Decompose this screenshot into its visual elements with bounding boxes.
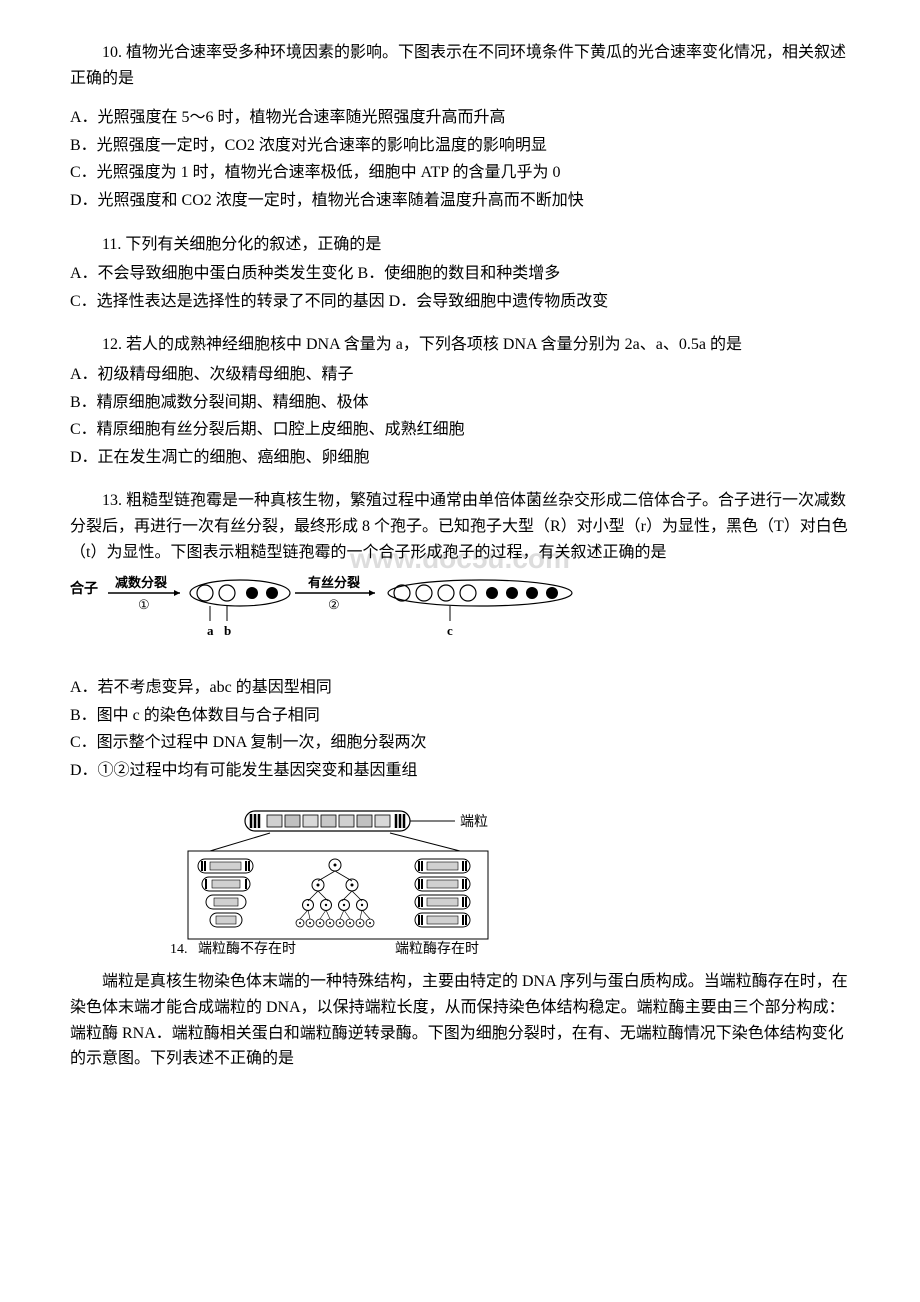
q10-option-a: A．光照强度在 5～6 时，植物光合速率随光照强度升高而升高 bbox=[70, 105, 850, 131]
q10-option-c: C．光照强度为 1 时，植物光合速率极低，细胞中 ATP 的含量几乎为 0 bbox=[70, 160, 850, 186]
q14-text: 端粒是真核生物染色体末端的一种特殊结构，主要由特定的 DNA 序列与蛋白质构成。… bbox=[70, 969, 850, 1071]
q11-option-cd: C．选择性表达是选择性的转录了不同的基因 D．会导致细胞中遗传物质改变 bbox=[70, 289, 850, 315]
q12-option-d: D．正在发生凋亡的细胞、癌细胞、卵细胞 bbox=[70, 445, 850, 471]
question-12: 12. 若人的成熟神经细胞核中 DNA 含量为 a，下列各项核 DNA 含量分别… bbox=[70, 332, 850, 470]
label-a: a bbox=[207, 623, 214, 638]
label-hezi: 合子 bbox=[70, 580, 98, 597]
question-10: 10. 植物光合速率受多种环境因素的影响。下图表示在不同环境条件下黄瓜的光合速率… bbox=[70, 40, 850, 214]
q13-option-b: B．图中 c 的染色体数目与合子相同 bbox=[70, 703, 850, 729]
question-14: 端粒 bbox=[70, 801, 850, 1071]
q13-option-a: A．若不考虑变异，abc 的基因型相同 bbox=[70, 675, 850, 701]
q10-option-b: B．光照强度一定时，CO2 浓度对光合速率的影响比温度的影响明显 bbox=[70, 133, 850, 159]
q13-option-d: D．①②过程中均有可能发生基因突变和基因重组 bbox=[70, 758, 850, 784]
q13-diagram: 合子 减数分裂 ① a b 有丝分裂 ② bbox=[70, 573, 630, 653]
label-b: b bbox=[224, 623, 231, 638]
q12-option-c: C．精原细胞有丝分裂后期、口腔上皮细胞、成熟红细胞 bbox=[70, 417, 850, 443]
label-mitosis: 有丝分裂 bbox=[308, 575, 361, 590]
q12-intro: 12. 若人的成熟神经细胞核中 DNA 含量为 a，下列各项核 DNA 含量分别… bbox=[70, 332, 850, 358]
q14-number: 14. bbox=[170, 942, 188, 957]
q12-option-a: A．初级精母细胞、次级精母细胞、精子 bbox=[70, 362, 850, 388]
q13-intro: 13. 粗糙型链孢霉是一种真核生物，繁殖过程中通常由单倍体菌丝杂交形成二倍体合子… bbox=[70, 488, 850, 565]
q10-option-d: D．光照强度和 CO2 浓度一定时，植物光合速率随着温度升高而不断加快 bbox=[70, 188, 850, 214]
label-no-enzyme: 端粒酶不存在时 bbox=[198, 941, 296, 957]
q14-diagram: 端粒 bbox=[170, 801, 570, 961]
q11-option-ab: A．不会导致细胞中蛋白质种类发生变化 B．使细胞的数目和种类增多 bbox=[70, 261, 850, 287]
label-c: c bbox=[447, 623, 453, 638]
label-circle-2: ② bbox=[328, 597, 340, 612]
q11-intro: 11. 下列有关细胞分化的叙述，正确的是 bbox=[70, 232, 850, 258]
label-meiosis: 减数分裂 bbox=[115, 575, 168, 590]
label-with-enzyme: 端粒酶存在时 bbox=[395, 941, 479, 957]
q10-intro: 10. 植物光合速率受多种环境因素的影响。下图表示在不同环境条件下黄瓜的光合速率… bbox=[70, 40, 850, 91]
q12-option-b: B．精原细胞减数分裂间期、精细胞、极体 bbox=[70, 390, 850, 416]
question-11: 11. 下列有关细胞分化的叙述，正确的是 A．不会导致细胞中蛋白质种类发生变化 … bbox=[70, 232, 850, 315]
question-13: 13. 粗糙型链孢霉是一种真核生物，繁殖过程中通常由单倍体菌丝杂交形成二倍体合子… bbox=[70, 488, 850, 783]
label-circle-1: ① bbox=[138, 597, 150, 612]
label-telomere: 端粒 bbox=[460, 814, 488, 830]
q13-option-c: C．图示整个过程中 DNA 复制一次，细胞分裂两次 bbox=[70, 730, 850, 756]
